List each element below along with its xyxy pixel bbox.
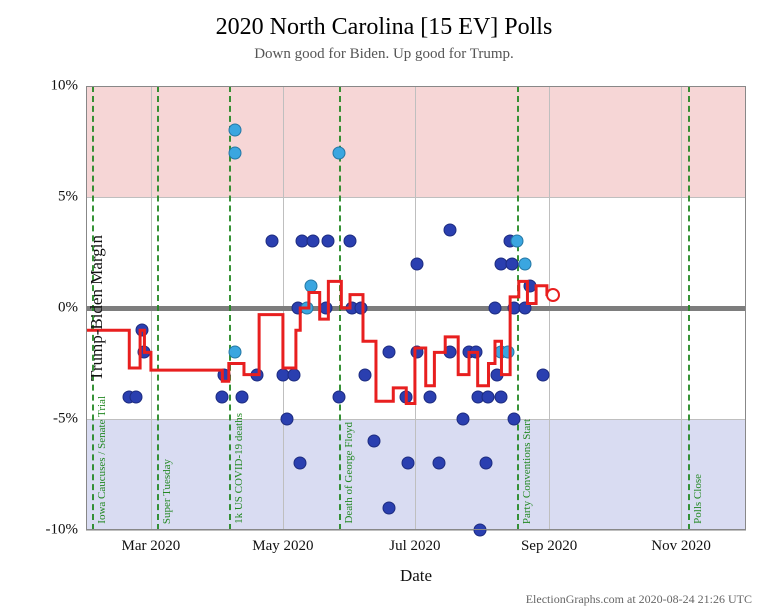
plot-area: 10%5%0%-5%-10%Mar 2020May 2020Jul 2020Se… — [86, 86, 746, 530]
chart-subtitle: Down good for Biden. Up good for Trump. — [0, 45, 768, 63]
x-axis-title: Date — [400, 566, 432, 586]
y-axis-title: Trump-Biden Margin — [87, 235, 107, 381]
x-tick-label: May 2020 — [252, 530, 313, 555]
title-text: 2020 North Carolina [15 EV] Polls — [216, 14, 553, 40]
x-tick-label: Mar 2020 — [122, 530, 181, 555]
y-tick-label: -10% — [46, 522, 87, 539]
footer-text: ElectionGraphs.com at 2020-08-24 21:26 U… — [526, 592, 752, 607]
y-tick-label: 0% — [58, 300, 86, 317]
trend-line — [86, 86, 746, 530]
trend-end-marker — [546, 288, 560, 302]
chart-container: 2020 North Carolina [15 EV] Polls Down g… — [0, 0, 768, 613]
chart-title: 2020 North Carolina [15 EV] Polls — [0, 0, 768, 41]
x-tick-label: Jul 2020 — [389, 530, 440, 555]
subtitle-text: Down good for Biden. Up good for Trump. — [254, 46, 514, 62]
y-tick-label: -5% — [53, 411, 86, 428]
y-tick-label: 5% — [58, 189, 86, 206]
x-tick-label: Sep 2020 — [521, 530, 577, 555]
y-tick-label: 10% — [51, 78, 87, 95]
x-tick-label: Nov 2020 — [651, 530, 711, 555]
